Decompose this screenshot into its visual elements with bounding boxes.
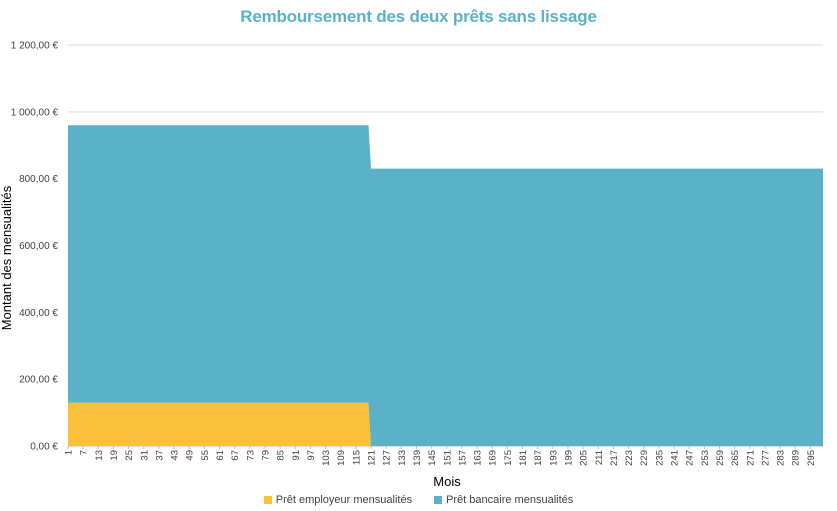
x-tick-label: 277 [760, 450, 771, 466]
x-tick-label: 295 [806, 450, 817, 466]
x-tick-label: 151 [442, 450, 453, 466]
x-tick-label: 13 [94, 450, 105, 461]
x-tick-label: 127 [382, 450, 393, 466]
x-tick-label: 97 [306, 450, 317, 461]
x-tick-label: 37 [154, 450, 165, 461]
x-tick-label: 49 [185, 450, 196, 461]
x-tick-label: 265 [730, 450, 741, 466]
x-tick-label: 229 [639, 450, 650, 466]
x-tick-label: 91 [291, 450, 302, 461]
legend-label-employeur: Prêt employeur mensualités [275, 494, 413, 506]
x-tick-label: 31 [139, 450, 150, 461]
x-tick-label: 55 [200, 450, 211, 461]
x-tick-label: 205 [579, 450, 590, 466]
x-tick-label: 121 [367, 450, 378, 466]
chart-title: Remboursement des deux prêts sans lissag… [240, 7, 597, 26]
legend-item-employeur: Prêt employeur mensualités [263, 494, 413, 506]
x-tick-label: 115 [351, 450, 362, 465]
y-tick-label: 400,00 € [19, 308, 58, 319]
x-tick-label: 253 [700, 450, 711, 466]
x-axis-label: Mois [433, 474, 461, 489]
legend-item-bancaire: Prêt bancaire mensualités [434, 494, 573, 506]
x-tick-label: 223 [624, 450, 635, 466]
y-tick-label: 200,00 € [19, 375, 58, 386]
legend-label-bancaire: Prêt bancaire mensualités [446, 494, 574, 506]
x-tick-label: 163 [473, 450, 484, 466]
x-tick-label: 73 [245, 450, 256, 461]
x-tick-label: 67 [230, 450, 241, 461]
x-tick-label: 133 [397, 450, 408, 466]
x-tick-label: 25 [124, 450, 135, 461]
legend-swatch-bancaire [434, 496, 443, 504]
y-tick-labels: 0,00 € 200,00 € 400,00 € 600,00 € 800,00 € 1 … [11, 41, 59, 453]
x-tick-label: 61 [215, 450, 226, 461]
x-tick-label: 289 [791, 450, 802, 466]
x-tick-label: 103 [321, 450, 332, 466]
x-tick-label: 139 [412, 450, 423, 466]
x-tick-label: 259 [715, 450, 726, 466]
x-tick-label: 217 [609, 450, 620, 466]
x-tick-label: 181 [518, 450, 529, 466]
legend-swatch-employeur [263, 496, 272, 504]
x-tick-label: 157 [457, 450, 468, 466]
x-tick-label: 175 [503, 450, 514, 466]
x-tick-label: 43 [170, 450, 181, 461]
x-tick-label: 283 [776, 450, 787, 466]
x-tick-label: 19 [109, 450, 120, 461]
x-tick-label: 247 [685, 450, 696, 466]
y-axis-label: Montant des mensualités [0, 185, 14, 330]
x-tick-label: 271 [745, 450, 756, 466]
legend: Prêt employeur mensualités Prêt bancaire… [0, 494, 837, 506]
y-tick-label: 0,00 € [30, 442, 58, 453]
x-tick-label: 193 [548, 450, 559, 466]
x-tick-label: 169 [488, 450, 499, 466]
x-tick-label: 211 [594, 450, 605, 465]
series-area-0 [68, 402, 823, 446]
x-tick-label: 85 [276, 450, 287, 461]
y-tick-label: 600,00 € [19, 241, 58, 252]
series-areas [68, 125, 823, 446]
x-tick-label: 7 [79, 450, 90, 455]
x-tick-label: 187 [533, 450, 544, 466]
x-tick-label: 199 [564, 450, 575, 466]
x-tick-label: 241 [670, 450, 681, 466]
y-tick-label: 1 000,00 € [11, 107, 59, 118]
x-tick-label: 1 [64, 450, 75, 455]
x-tick-label: 145 [427, 450, 438, 466]
x-tick-label: 79 [261, 450, 272, 461]
x-tick-labels: 1 7 13 19 25 31 37 43 49 55 61 67 73 79 85 91 97 103 109 11… [64, 446, 817, 466]
x-tick-label: 109 [336, 450, 347, 466]
y-tick-label: 800,00 € [19, 174, 58, 185]
series-area-1 [68, 125, 823, 446]
x-tick-label: 235 [654, 450, 665, 466]
y-tick-label: 1 200,00 € [11, 41, 59, 52]
